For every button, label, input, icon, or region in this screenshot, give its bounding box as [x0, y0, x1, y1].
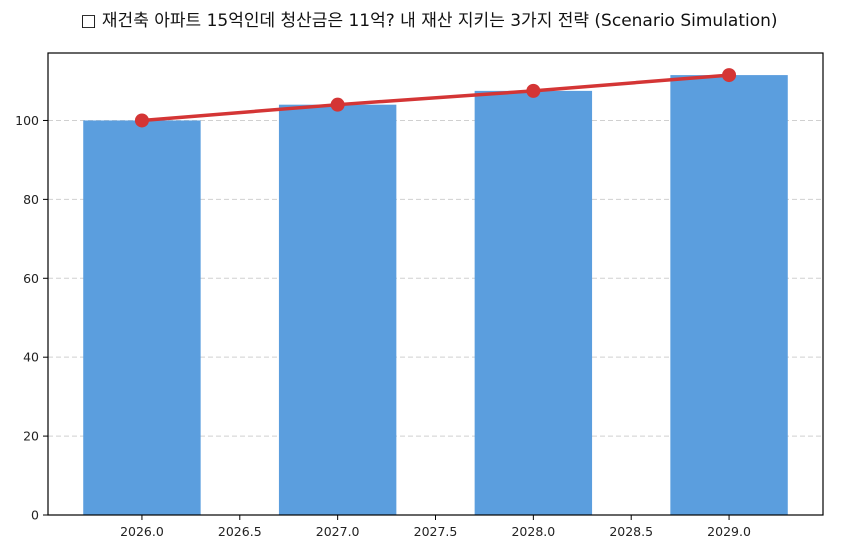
data-point-marker: [722, 68, 737, 83]
trend-line: [141, 73, 730, 123]
chart-title: □ 재건축 아파트 15억인데 청산금은 11억? 내 재산 지키는 3가지 전…: [80, 11, 778, 31]
line-series: [134, 68, 737, 128]
y-tick-label: 80: [23, 192, 39, 207]
x-tick-label: 2027.5: [414, 524, 458, 539]
bar: [670, 75, 788, 515]
data-point-marker: [526, 83, 541, 98]
data-point-marker: [134, 113, 149, 128]
data-point-marker: [330, 97, 345, 112]
x-axis: 2026.0 2026.5 2027.0 2027.5 2028.0 2028.5 2029…: [120, 515, 751, 539]
y-tick-label: 0: [31, 508, 39, 523]
y-tick-label: 40: [23, 350, 39, 365]
x-tick-label: 2026.0: [120, 524, 164, 539]
x-tick-label: 2026.5: [218, 524, 262, 539]
y-tick-label: 20: [23, 429, 39, 444]
x-tick-label: 2027.0: [316, 524, 360, 539]
bar-series: [83, 75, 788, 516]
bar: [83, 120, 201, 515]
x-tick-label: 2029.0: [707, 524, 751, 539]
bar: [278, 104, 397, 516]
y-tick-label: 60: [23, 271, 39, 286]
x-tick-label: 2028.5: [609, 524, 653, 539]
y-tick-label: 100: [15, 113, 39, 128]
x-tick-label: 2028.0: [511, 524, 555, 539]
y-axis: 0 20 40 60 80 100: [15, 113, 48, 523]
bar: [474, 90, 593, 516]
